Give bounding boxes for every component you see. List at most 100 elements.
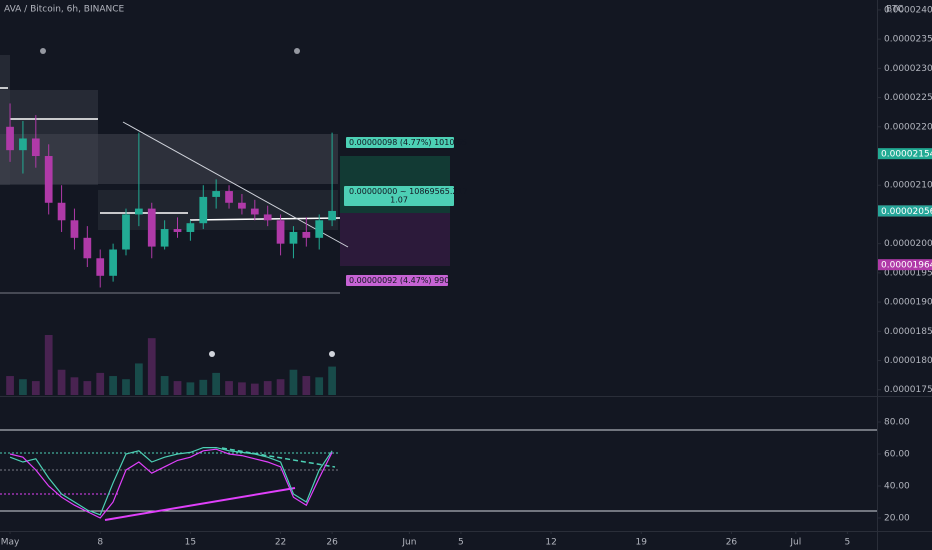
stop-zone bbox=[340, 213, 450, 266]
volume-bar bbox=[57, 369, 66, 395]
volume-bar bbox=[173, 381, 182, 395]
candle-body bbox=[135, 208, 143, 215]
annotation: 0.00000000 ~ 10869565.217 bbox=[349, 187, 468, 196]
volume-bar bbox=[160, 376, 169, 395]
volume-bar bbox=[135, 363, 143, 395]
x-tick-label: 26 bbox=[326, 538, 338, 548]
volume-bar bbox=[70, 377, 79, 395]
candle-body bbox=[122, 214, 130, 250]
candle-body bbox=[302, 231, 311, 238]
volume-bar bbox=[302, 376, 311, 395]
icon bbox=[294, 48, 300, 54]
x-tick-label: 19 bbox=[636, 538, 648, 548]
rsi-line bbox=[9, 447, 333, 516]
candle-body bbox=[225, 191, 233, 203]
volume-bar bbox=[31, 381, 40, 395]
x-tick-label: May bbox=[1, 538, 20, 548]
price-badge-label: 0.00002056 bbox=[881, 207, 932, 217]
volume-bar bbox=[83, 381, 92, 395]
candle-body bbox=[70, 220, 79, 238]
icon bbox=[40, 48, 46, 54]
candle-body bbox=[109, 249, 117, 276]
volume-bar bbox=[186, 382, 195, 395]
volume-bar bbox=[19, 379, 27, 395]
volume-bar bbox=[250, 383, 259, 395]
volume-bar bbox=[276, 379, 285, 395]
candle-body bbox=[173, 229, 182, 232]
y-tick-label: 20.00 bbox=[884, 514, 910, 524]
volume-bar bbox=[289, 369, 298, 395]
candle-body bbox=[57, 202, 66, 221]
chart-title: AVA / Bitcoin, 6h, BINANCE bbox=[4, 5, 125, 15]
price-badge bbox=[878, 205, 932, 217]
price-badge bbox=[878, 259, 932, 271]
volume-bar bbox=[328, 366, 336, 395]
trend-line bbox=[122, 121, 349, 248]
x-tick-label: Jun bbox=[401, 538, 416, 548]
candle-body bbox=[19, 138, 27, 151]
x-tick-label: 15 bbox=[185, 538, 196, 548]
zone bbox=[0, 134, 338, 184]
candle-body bbox=[289, 231, 298, 244]
volume-bar bbox=[212, 372, 221, 395]
candle-body bbox=[250, 208, 259, 215]
candle-body bbox=[44, 156, 53, 203]
volume-bar bbox=[238, 382, 246, 395]
volume-bar bbox=[147, 338, 156, 395]
annotation-box bbox=[344, 186, 454, 206]
candle-body bbox=[6, 126, 14, 151]
candle-body bbox=[276, 220, 285, 244]
candle-body bbox=[160, 229, 169, 247]
volume-bar bbox=[315, 377, 324, 395]
x-tick-label: 8 bbox=[97, 538, 103, 548]
volume-bar bbox=[96, 372, 105, 395]
y-tick-label: 40.00 bbox=[884, 482, 910, 492]
y-tick-label: 0.00001750 bbox=[884, 385, 932, 395]
x-tick-label: 5 bbox=[845, 538, 851, 548]
candle-body bbox=[238, 202, 246, 209]
axis-unit: BTC bbox=[886, 5, 903, 15]
icon bbox=[209, 351, 215, 357]
icon bbox=[329, 351, 335, 357]
volume-bar bbox=[122, 379, 130, 395]
volume-bar bbox=[109, 376, 117, 395]
candle-body bbox=[212, 191, 221, 197]
candle-body bbox=[328, 210, 336, 221]
candle-body bbox=[186, 223, 195, 232]
x-tick-label: 22 bbox=[275, 538, 286, 548]
volume-bar bbox=[199, 379, 208, 395]
candle-body bbox=[147, 208, 156, 247]
x-tick-label: Jul bbox=[789, 538, 801, 548]
x-tick-label: 12 bbox=[545, 538, 556, 548]
annotation: 1.07 bbox=[390, 196, 408, 205]
volume-bar bbox=[225, 381, 233, 395]
candle-body bbox=[263, 214, 272, 221]
annotation-box bbox=[346, 275, 448, 286]
rsi-trend bbox=[104, 487, 296, 521]
y-tick-label: 80.00 bbox=[884, 418, 910, 428]
price-badge-label: 0.00001964 bbox=[881, 261, 932, 271]
candle-body bbox=[83, 237, 92, 259]
candle-body bbox=[315, 220, 324, 238]
rsi-line bbox=[9, 448, 333, 519]
y-tick-label: 60.00 bbox=[884, 450, 910, 460]
volume-bar bbox=[44, 335, 53, 395]
price-badge-label: 0.00002154 bbox=[881, 150, 932, 160]
rsi-trend bbox=[221, 447, 336, 468]
candle-body bbox=[31, 138, 40, 157]
annotation-box bbox=[346, 137, 454, 148]
